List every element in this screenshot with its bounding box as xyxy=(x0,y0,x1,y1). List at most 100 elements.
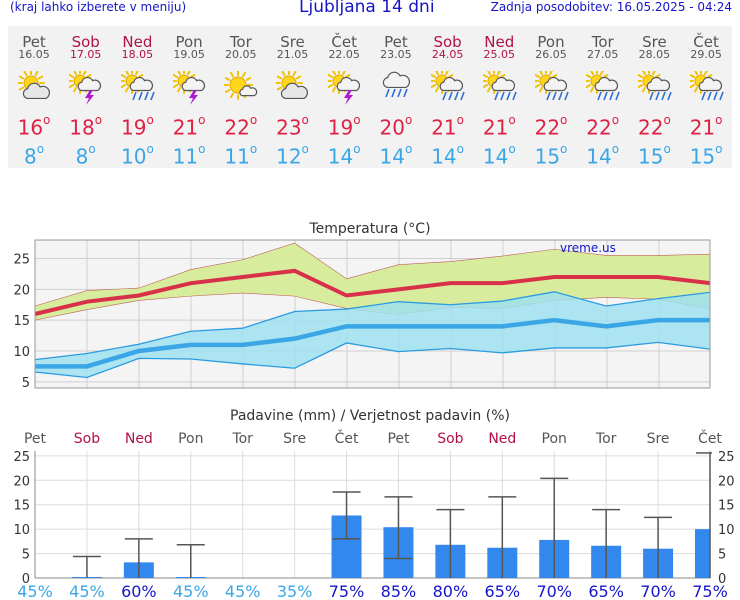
min-temp-value: 11 xyxy=(224,144,250,169)
max-temp: 16o xyxy=(9,112,60,139)
day-date: 20.05 xyxy=(225,48,257,61)
max-temp-value: 21 xyxy=(172,115,199,140)
min-temp-value: 10 xyxy=(120,144,147,169)
min-temp-value: 14 xyxy=(431,144,457,169)
sun-thunderstorm-icon xyxy=(67,68,103,105)
precipitation-y-tick-right: 5 xyxy=(718,548,726,563)
degree-sign: o xyxy=(353,113,361,127)
day-name: Sre xyxy=(642,33,667,51)
min-temp: 14o xyxy=(474,141,525,168)
max-temp: 22o xyxy=(526,112,577,139)
min-temp: 15o xyxy=(629,141,680,168)
precipitation-y-tick-left: 20 xyxy=(13,474,30,489)
day-column: Čet 22.05 19o 14o xyxy=(319,26,370,168)
min-temp-value: 8 xyxy=(75,144,89,169)
max-temp-value: 19 xyxy=(327,115,354,140)
degree-sign: o xyxy=(146,113,154,127)
min-temp: 11o xyxy=(215,141,266,168)
precipitation-probability-label: 45% xyxy=(17,582,53,600)
precipitation-day-label: Ned xyxy=(125,431,153,447)
sun-rain-icon xyxy=(429,68,465,105)
day-column: Tor 20.05 22o 11o xyxy=(215,26,266,168)
degree-sign: o xyxy=(146,142,154,156)
max-temp: 20o xyxy=(370,112,421,139)
day-name: Tor xyxy=(591,33,614,51)
precipitation-chart-title: Padavine (mm) / Verjetnost padavin (%) xyxy=(230,408,510,424)
day-date: 29.05 xyxy=(690,48,722,61)
max-temp: 21o xyxy=(164,112,215,139)
precipitation-y-tick-left: 5 xyxy=(22,548,30,563)
min-temp-value: 12 xyxy=(276,144,302,169)
precipitation-day-label: Čet xyxy=(698,429,722,447)
precipitation-probability-label: 35% xyxy=(277,582,313,600)
min-temp-value: 14 xyxy=(379,144,405,169)
min-temp-lower-line xyxy=(34,341,711,379)
degree-sign: o xyxy=(353,142,361,156)
precipitation-probability-label: 70% xyxy=(640,582,676,600)
degree-sign: o xyxy=(249,142,258,156)
top-bar: (kraj lahko izberete v meniju) Ljubljana… xyxy=(0,0,740,20)
temperature-plot-frame xyxy=(34,239,711,389)
precipitation-probability-label: 70% xyxy=(536,582,572,600)
partly-cloudy-icon xyxy=(275,69,310,105)
min-temp-value: 11 xyxy=(172,144,199,169)
min-temp: 14o xyxy=(370,141,421,168)
degree-sign: o xyxy=(301,113,309,127)
max-temp: 19o xyxy=(319,112,370,139)
precipitation-probability-label: 45% xyxy=(173,582,209,600)
day-date: 22.05 xyxy=(328,48,360,61)
day-column: Pon 26.05 22o 15o xyxy=(526,26,577,168)
precipitation-y-tick-left: 25 xyxy=(13,450,30,465)
degree-sign: o xyxy=(198,113,206,127)
min-temp-line xyxy=(35,317,710,369)
sun-rain-icon xyxy=(635,68,672,105)
min-temp: 14o xyxy=(422,141,473,168)
day-column: Sre 21.05 23o 12o xyxy=(267,26,318,168)
min-temp-value: 15 xyxy=(689,144,716,169)
max-temp-value: 19 xyxy=(120,115,147,140)
max-temp: 18o xyxy=(60,112,111,139)
precipitation-y-tick-right: 20 xyxy=(718,474,735,489)
precipitation-day-label: Pet xyxy=(387,431,410,447)
degree-sign: o xyxy=(404,113,413,127)
degree-sign: o xyxy=(508,113,516,127)
day-name: Čet xyxy=(693,33,719,51)
day-date: 23.05 xyxy=(380,48,412,61)
daily-forecast-columns: Pet 16.05 16o 8o Sob 17.05 18o 8o Ned 18.05 19o 10o… xyxy=(8,26,732,168)
day-column: Ned 25.05 21o 14o xyxy=(474,26,525,168)
location-menu-hint[interactable]: (kraj lahko izberete v meniju) xyxy=(10,0,187,14)
precipitation-probability-label: 65% xyxy=(588,582,624,600)
degree-sign: o xyxy=(560,113,568,127)
day-name: Pon xyxy=(175,33,203,51)
precipitation-probability-label: 85% xyxy=(381,582,417,600)
precipitation-day-label: Pon xyxy=(178,431,203,447)
max-temp: 22o xyxy=(629,112,680,139)
precipitation-probability-label: 75% xyxy=(329,582,365,600)
watermark-text: vreme.us xyxy=(560,241,616,255)
day-date: 16.05 xyxy=(18,48,50,61)
day-column: Ned 18.05 19o 10o xyxy=(112,26,163,168)
day-column: Sob 17.05 18o 8o xyxy=(60,26,111,168)
max-temp: 22o xyxy=(215,112,266,139)
degree-sign: o xyxy=(456,113,464,127)
temperature-y-tick: 10 xyxy=(13,345,30,360)
precipitation-day-label: Pet xyxy=(24,431,47,447)
day-date: 24.05 xyxy=(431,48,464,61)
min-temp-value: 14 xyxy=(327,144,354,169)
sun-rain-icon xyxy=(532,68,569,105)
forecast-charts: 5 10 15 20 25 Temperatura (°C) vreme.us Padavin… xyxy=(13,221,735,600)
min-temp-range-band xyxy=(35,291,710,378)
min-temp: 8o xyxy=(9,141,60,168)
max-temp-value: 22 xyxy=(224,115,250,140)
precipitation-y-tick-right: 15 xyxy=(718,499,735,514)
degree-sign: o xyxy=(715,113,723,127)
min-temp: 14o xyxy=(319,141,370,168)
max-temp-value: 21 xyxy=(482,115,509,140)
last-update-text: Zadnja posodobitev: 16.05.2025 - 04:24 xyxy=(490,0,732,14)
min-temp: 15o xyxy=(681,141,732,168)
precipitation-probability-label: 60% xyxy=(121,582,157,600)
max-temp-value: 21 xyxy=(689,115,716,140)
precipitation-day-label: Sob xyxy=(437,431,463,447)
precipitation-y-tick-left: 10 xyxy=(13,523,30,538)
precipitation-probability-label: 75% xyxy=(692,582,728,600)
